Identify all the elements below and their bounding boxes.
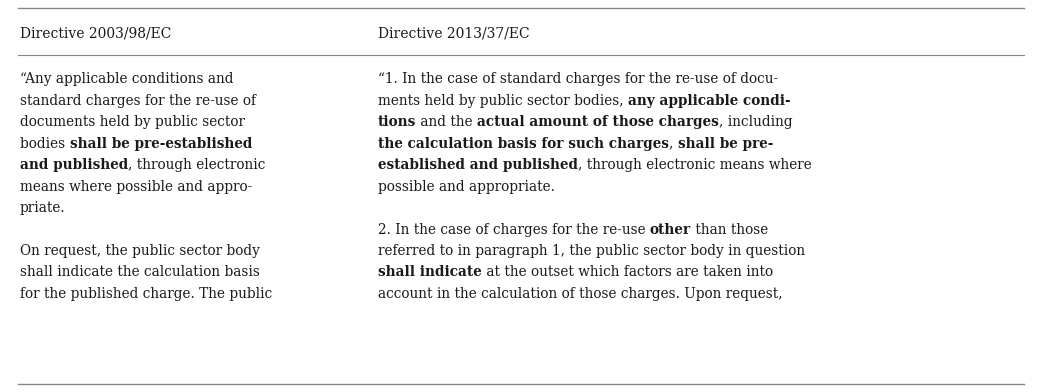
Text: Directive 2013/37/EC: Directive 2013/37/EC xyxy=(378,26,529,40)
Text: the calculation basis for such charges: the calculation basis for such charges xyxy=(378,136,669,151)
Text: priate.: priate. xyxy=(20,201,66,215)
Text: actual amount of those charges: actual amount of those charges xyxy=(477,115,719,129)
Text: ments held by public sector bodies,: ments held by public sector bodies, xyxy=(378,94,628,107)
Text: established and published: established and published xyxy=(378,158,578,172)
Text: than those: than those xyxy=(691,223,768,236)
Text: at the outset which factors are taken into: at the outset which factors are taken in… xyxy=(481,265,773,279)
Text: shall be pre-established: shall be pre-established xyxy=(70,136,252,151)
Text: On request, the public sector body: On request, the public sector body xyxy=(20,244,259,258)
Text: Directive 2003/98/EC: Directive 2003/98/EC xyxy=(20,26,171,40)
Text: any applicable condi-: any applicable condi- xyxy=(628,94,791,107)
Text: , including: , including xyxy=(719,115,793,129)
Text: bodies: bodies xyxy=(20,136,70,151)
Text: possible and appropriate.: possible and appropriate. xyxy=(378,180,555,194)
Text: shall be pre-: shall be pre- xyxy=(677,136,773,151)
Text: means where possible and appro-: means where possible and appro- xyxy=(20,180,252,194)
Text: , through electronic means where: , through electronic means where xyxy=(578,158,812,172)
Text: other: other xyxy=(650,223,691,236)
Text: and the: and the xyxy=(416,115,477,129)
Text: shall indicate: shall indicate xyxy=(378,265,481,279)
Text: “1. In the case of standard charges for the re-use of docu-: “1. In the case of standard charges for … xyxy=(378,72,778,86)
Text: and published: and published xyxy=(20,158,128,172)
Text: standard charges for the re-use of: standard charges for the re-use of xyxy=(20,94,256,107)
Text: “Any applicable conditions and: “Any applicable conditions and xyxy=(20,72,233,86)
Text: ,: , xyxy=(669,136,677,151)
Text: referred to in paragraph 1, the public sector body in question: referred to in paragraph 1, the public s… xyxy=(378,244,805,258)
Text: tions: tions xyxy=(378,115,416,129)
Text: 2. In the case of charges for the re-use: 2. In the case of charges for the re-use xyxy=(378,223,650,236)
Text: , through electronic: , through electronic xyxy=(128,158,266,172)
Text: documents held by public sector: documents held by public sector xyxy=(20,115,245,129)
Text: shall indicate the calculation basis: shall indicate the calculation basis xyxy=(20,265,259,279)
Text: for the published charge. The public: for the published charge. The public xyxy=(20,287,272,301)
Text: account in the calculation of those charges. Upon request,: account in the calculation of those char… xyxy=(378,287,783,301)
